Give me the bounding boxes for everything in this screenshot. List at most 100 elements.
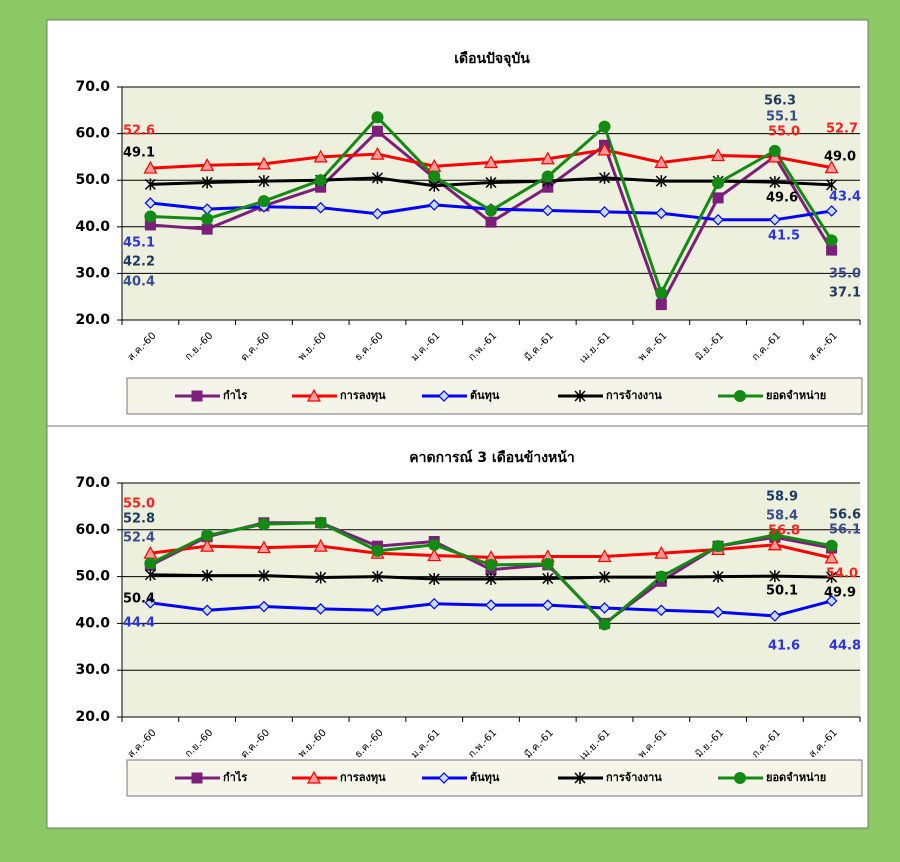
marker bbox=[371, 171, 383, 184]
value-label: 35.0 bbox=[829, 267, 861, 282]
marker bbox=[313, 149, 328, 163]
marker bbox=[711, 148, 726, 162]
marker bbox=[599, 171, 611, 184]
marker bbox=[485, 558, 497, 571]
value-label: 52.4 bbox=[123, 531, 155, 546]
y-tick-label: 50.0 bbox=[75, 172, 110, 188]
marker bbox=[201, 569, 213, 582]
marker bbox=[826, 244, 838, 256]
y-tick-label: 70.0 bbox=[75, 79, 110, 95]
marker bbox=[143, 160, 158, 174]
marker bbox=[597, 142, 612, 156]
legend-label: การจ้างงาน bbox=[606, 771, 662, 784]
marker bbox=[257, 195, 270, 208]
marker bbox=[427, 548, 442, 562]
value-label: 55.0 bbox=[768, 125, 800, 140]
y-tick-label: 20.0 bbox=[75, 709, 110, 725]
value-label: 50.1 bbox=[766, 584, 798, 599]
marker bbox=[258, 569, 270, 582]
marker bbox=[825, 539, 838, 552]
value-label: 52.8 bbox=[123, 512, 155, 527]
marker bbox=[371, 125, 383, 137]
marker bbox=[483, 155, 499, 169]
value-label: 41.6 bbox=[768, 639, 800, 654]
marker bbox=[313, 538, 328, 552]
marker bbox=[769, 176, 781, 189]
marker bbox=[541, 557, 554, 570]
marker bbox=[598, 602, 611, 614]
marker bbox=[200, 538, 215, 552]
marker bbox=[428, 170, 441, 183]
marker bbox=[371, 604, 384, 617]
marker bbox=[485, 216, 497, 228]
marker bbox=[370, 146, 385, 160]
marker bbox=[191, 390, 203, 402]
value-label: 52.7 bbox=[826, 122, 858, 137]
marker bbox=[201, 212, 214, 225]
marker bbox=[712, 213, 724, 226]
chart-title: เดือนปัจจุบัน bbox=[454, 51, 530, 67]
marker bbox=[540, 151, 555, 165]
marker bbox=[768, 213, 781, 226]
value-label: 56.8 bbox=[768, 524, 800, 539]
marker bbox=[191, 772, 203, 784]
marker bbox=[826, 571, 838, 584]
legend-label: การลงทุน bbox=[340, 771, 386, 785]
marker bbox=[144, 178, 156, 191]
marker bbox=[655, 299, 667, 311]
value-label: 49.6 bbox=[766, 191, 798, 206]
y-tick-label: 70.0 bbox=[75, 475, 110, 491]
value-label: 50.4 bbox=[123, 592, 155, 607]
value-label: 49.9 bbox=[824, 586, 856, 601]
marker bbox=[824, 160, 839, 174]
marker bbox=[428, 572, 440, 585]
marker bbox=[201, 604, 214, 617]
legend-label: การจ้างงาน bbox=[606, 389, 662, 402]
value-label: 37.1 bbox=[829, 286, 861, 301]
legend-label: ต้นทุน bbox=[470, 771, 500, 785]
y-tick-label: 40.0 bbox=[75, 219, 110, 235]
legend-label: ยอดจำหน่าย bbox=[766, 389, 826, 402]
value-label: 58.4 bbox=[766, 509, 798, 524]
marker bbox=[769, 570, 781, 583]
value-label: 58.9 bbox=[766, 490, 798, 505]
marker bbox=[258, 175, 270, 188]
value-label: 43.4 bbox=[829, 190, 861, 205]
value-label: 44.4 bbox=[123, 616, 155, 631]
marker bbox=[541, 599, 554, 611]
marker bbox=[824, 550, 839, 564]
marker bbox=[825, 205, 838, 217]
marker bbox=[767, 537, 782, 551]
marker bbox=[712, 540, 725, 553]
marker bbox=[655, 175, 667, 188]
legend-label: การลงทุน bbox=[340, 389, 386, 403]
legend-label: กำไร bbox=[223, 388, 247, 402]
marker bbox=[438, 390, 450, 402]
value-label: 40.4 bbox=[123, 275, 155, 290]
marker bbox=[144, 557, 157, 570]
marker bbox=[371, 570, 383, 583]
y-tick-label: 30.0 bbox=[75, 662, 110, 678]
marker bbox=[574, 772, 586, 784]
value-label: 54.0 bbox=[826, 567, 858, 582]
marker bbox=[371, 207, 384, 220]
marker bbox=[315, 571, 327, 584]
value-label: 56.1 bbox=[829, 523, 861, 538]
marker bbox=[201, 529, 214, 542]
marker bbox=[144, 210, 157, 223]
value-label: 56.3 bbox=[764, 94, 796, 109]
marker bbox=[438, 772, 450, 784]
marker bbox=[144, 568, 156, 581]
marker bbox=[825, 595, 838, 607]
marker bbox=[655, 570, 668, 583]
marker bbox=[542, 572, 554, 585]
marker bbox=[258, 600, 270, 613]
value-label: 44.8 bbox=[829, 639, 861, 654]
marker bbox=[826, 178, 838, 191]
marker bbox=[654, 155, 669, 169]
marker bbox=[597, 549, 612, 563]
marker bbox=[257, 518, 270, 531]
value-label: 55.0 bbox=[123, 497, 155, 512]
marker bbox=[200, 158, 215, 171]
marker bbox=[598, 618, 611, 631]
